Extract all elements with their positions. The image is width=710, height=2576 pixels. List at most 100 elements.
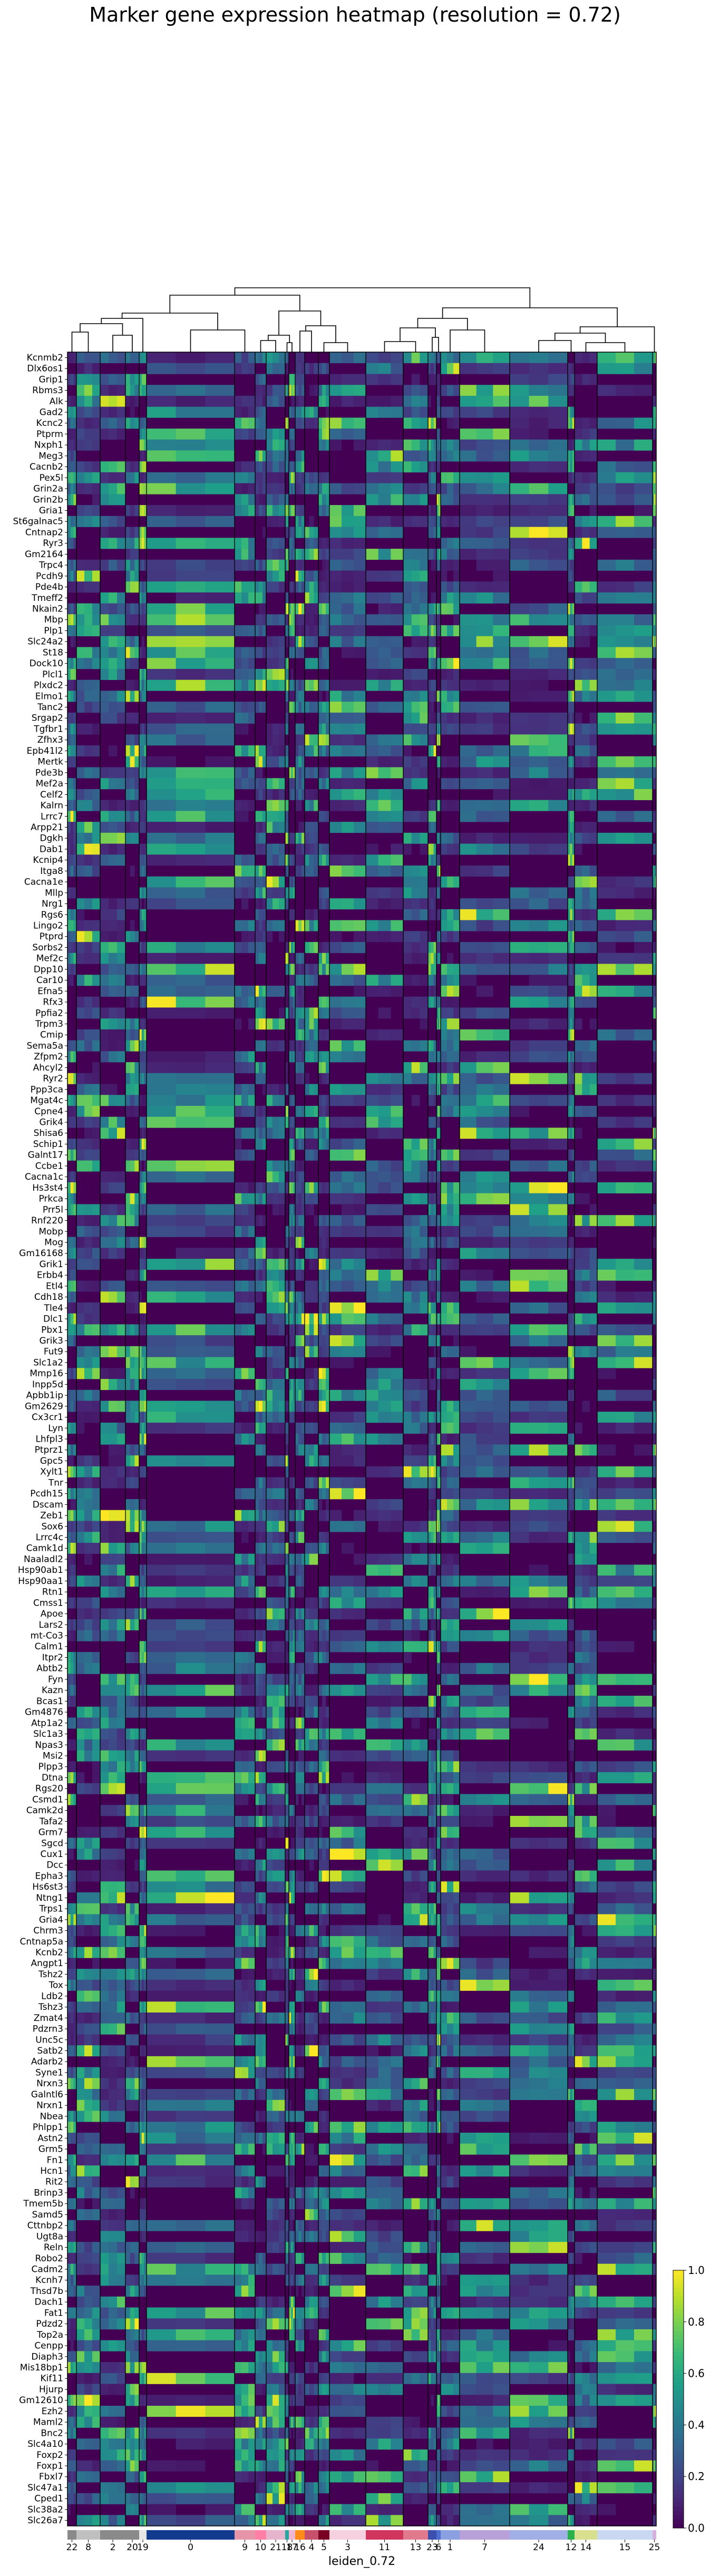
gene-label: Erbb4 — [37, 1270, 63, 1281]
gene-label: Grik1 — [39, 1259, 63, 1270]
cluster-swatch — [67, 2530, 76, 2540]
gene-label: Ntng1 — [36, 1893, 63, 1903]
gene-label: Dscam — [33, 1500, 63, 1510]
gene-label: Top2a — [36, 2330, 63, 2340]
cluster-label: 15 — [619, 2542, 631, 2553]
cluster-swatch — [436, 2530, 441, 2540]
x-axis-label: leiden_0.72 — [328, 2555, 395, 2568]
gene-label: Mmp16 — [30, 1368, 63, 1379]
gene-label: Trpc4 — [38, 560, 63, 571]
gene-label: Sox6 — [41, 1521, 63, 1532]
gene-label: Ryr2 — [43, 1074, 63, 1084]
cluster-label: 14 — [580, 2542, 592, 2553]
gene-label: Zmat4 — [34, 2013, 63, 2024]
cluster-label: 1 — [448, 2542, 453, 2553]
cluster-label: 24 — [533, 2542, 544, 2553]
gene-label: Pex5l — [40, 473, 63, 483]
gene-label: Grik3 — [39, 1336, 63, 1346]
gene-label: Apoe — [41, 1609, 63, 1619]
gene-label: Zfhx3 — [37, 735, 63, 745]
gene-label: Cenpp — [34, 2341, 63, 2351]
gene-label: Cadm2 — [32, 2264, 63, 2274]
gene-label: Tanc2 — [37, 702, 63, 713]
cluster-label: 3 — [345, 2542, 351, 2553]
gene-label: Mis18bp1 — [20, 2363, 63, 2373]
gene-label: Slc26a7 — [27, 2515, 63, 2526]
cluster-label: 21 — [270, 2542, 281, 2553]
gene-label: Thsd7b — [30, 2286, 63, 2297]
gene-label: Gad2 — [40, 407, 63, 417]
gene-label: Dlc1 — [43, 1314, 63, 1325]
colorbar-tick-label: 0.4 — [688, 2418, 705, 2431]
gene-label: Cmss1 — [33, 1598, 63, 1608]
cluster-swatch — [147, 2530, 235, 2540]
gene-label: Satb2 — [37, 2046, 63, 2056]
gene-label: Hsp90aa1 — [18, 1576, 63, 1587]
gene-label: Foxp2 — [36, 2450, 63, 2461]
colorbar-tick-label: 0.6 — [688, 2367, 705, 2380]
cluster-swatch — [285, 2530, 289, 2540]
gene-label: Mobp — [38, 1227, 63, 1237]
dendrogram-link — [555, 333, 606, 343]
gene-label: Grin2a — [33, 484, 63, 494]
gene-label: Tnr — [48, 1477, 63, 1488]
gene-label: Tmeff2 — [31, 593, 63, 604]
dendrogram-link — [121, 313, 218, 330]
gene-label: Gm12610 — [19, 2395, 63, 2406]
gene-label: Mbp — [44, 615, 63, 625]
gene-label: Dpp10 — [34, 964, 63, 975]
gene-label: Cx3cr1 — [32, 1412, 63, 1423]
gene-label: Adarb2 — [31, 2057, 63, 2067]
gene-label: Efna5 — [37, 986, 63, 997]
gene-label: Hjurp — [39, 2384, 63, 2395]
gene-label: Inpp5d — [32, 1379, 63, 1390]
dendrogram-link — [400, 327, 436, 342]
gene-label: Tmem5b — [23, 2199, 63, 2209]
gene-label: Gria4 — [39, 1914, 63, 1925]
dendrogram-link — [442, 307, 618, 327]
gene-label: Slc24a2 — [27, 637, 63, 647]
cluster-label: 2 — [110, 2542, 116, 2553]
gene-label: Unc5c — [35, 2035, 63, 2045]
cluster-swatch — [76, 2530, 100, 2540]
gene-label: Epha3 — [35, 1871, 63, 1881]
gene-label: Cmip — [40, 1030, 63, 1041]
gene-label: Rgs20 — [35, 1784, 63, 1794]
gene-label: Kcnh7 — [35, 2275, 63, 2286]
gene-label: Bnc2 — [41, 2428, 63, 2438]
cluster-swatch — [266, 2530, 285, 2540]
gene-label: Zeb1 — [40, 1511, 63, 1521]
gene-label: Maml2 — [33, 2417, 63, 2428]
gene-label: Kcnb2 — [35, 1948, 63, 1958]
gene-label: Gm2629 — [25, 1401, 63, 1412]
dendrogram-link — [234, 287, 531, 308]
gene-label: Kalrn — [41, 801, 63, 811]
gene-label: Trpm3 — [35, 1019, 63, 1029]
gene-label: Nkain2 — [32, 604, 63, 615]
gene-label: Itga8 — [40, 866, 63, 877]
gene-label: Dab1 — [40, 844, 63, 854]
gene-label: Pdzrn3 — [33, 2024, 63, 2035]
gene-label: Astn2 — [37, 2133, 63, 2144]
gene-label: Slc1a2 — [33, 1357, 63, 1368]
gene-label: Sgcd — [41, 1838, 63, 1849]
gene-label: Csmd1 — [32, 1794, 63, 1805]
dendrogram-link — [169, 295, 300, 313]
gene-label: Nrxn3 — [36, 2078, 63, 2089]
cluster-label: 18 — [281, 2542, 293, 2553]
gene-label: Grin2b — [33, 494, 63, 505]
dendrogram-link — [80, 323, 123, 335]
gene-label: Dgkh — [40, 833, 63, 844]
gene-labels: Kcnmb2Dlx6os1Grip1Rbms3AlkGad2Kcnc2Ptprm… — [13, 353, 67, 2526]
cluster-swatch — [403, 2530, 428, 2540]
dendrogram-link — [299, 330, 312, 352]
gene-label: Ryr3 — [43, 538, 63, 549]
dendrogram-link — [286, 342, 293, 352]
gene-label: Cux1 — [40, 1849, 63, 1860]
gene-label: Cntnap5a — [20, 1937, 63, 1947]
gene-label: Trps1 — [39, 1904, 63, 1914]
gene-label: Cdh18 — [34, 1292, 63, 1302]
gene-label: Meg3 — [38, 451, 63, 461]
